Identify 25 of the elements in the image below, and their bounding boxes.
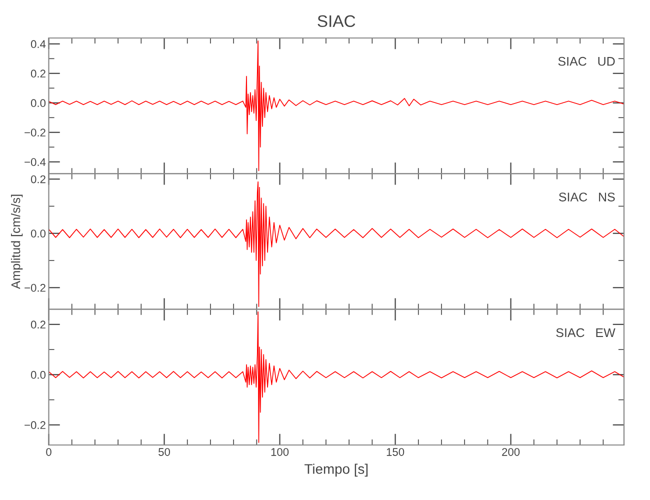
line-series: [48, 181, 624, 308]
y-tick-label: 0.2: [30, 175, 46, 184]
line-series: [48, 311, 624, 443]
x-axis-title: Tiempo [s]: [304, 464, 368, 477]
y-tick-label: 0.2: [30, 320, 46, 329]
y-tick-label: 0.0: [30, 370, 46, 379]
x-tick-label: 150: [386, 448, 404, 456]
x-tick-label: 200: [502, 448, 520, 456]
y-tick-label: 0.4: [30, 40, 46, 48]
text: SIAC NS: [558, 192, 615, 202]
x-tick-label: 50: [158, 448, 170, 456]
line-series: [48, 40, 624, 172]
x-tick-label: 100: [271, 448, 289, 456]
y-tick-label: 0.2: [30, 70, 46, 78]
y-tick-label: −0.4: [24, 158, 46, 166]
y-tick-label: 0.0: [30, 230, 46, 238]
x-tick-label: 0: [46, 448, 52, 456]
text: SIAC UD: [558, 56, 615, 66]
y-axis-title: Amplitud [cm/s/s]: [10, 194, 23, 290]
y-tick-label: 0.0: [30, 99, 46, 108]
y-tick-label: −0.2: [24, 421, 46, 430]
text: SIAC EW: [556, 328, 616, 338]
y-tick-label: −0.2: [24, 284, 46, 292]
y-tick-label: −0.2: [24, 128, 46, 137]
chart-title: SIAC: [318, 15, 356, 28]
